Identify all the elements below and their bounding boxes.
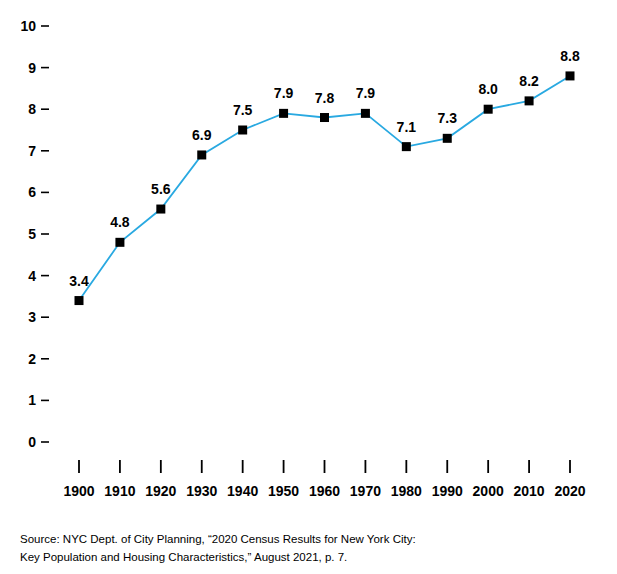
y-tick-label: 9 <box>28 60 36 76</box>
y-tick <box>41 108 49 110</box>
plot-area <box>75 71 575 305</box>
x-tick-label: 2020 <box>554 483 585 499</box>
x-tick-label: 1900 <box>63 483 94 499</box>
data-label: 7.8 <box>315 90 335 106</box>
data-label: 6.9 <box>192 127 212 143</box>
y-tick-label: 0 <box>28 434 36 450</box>
data-point <box>566 71 575 80</box>
data-point <box>238 126 247 135</box>
data-point <box>443 134 452 143</box>
x-tick <box>242 460 244 473</box>
y-tick-label: 8 <box>28 101 36 117</box>
y-tick-label: 6 <box>28 184 36 200</box>
y-tick <box>41 150 49 152</box>
data-label: 7.9 <box>356 85 376 101</box>
source-note: Source: NYC Dept. of City Planning, “202… <box>20 533 416 545</box>
x-tick <box>528 460 530 473</box>
y-tick <box>41 358 49 360</box>
x-tick-label: 1980 <box>391 483 422 499</box>
data-label: 7.9 <box>274 85 294 101</box>
chart-svg: 0 1 2 3 4 5 6 7 8 9 10 1900 1910 1920 1930 1940 1950 1960… <box>0 0 617 574</box>
data-label: 8.8 <box>560 48 580 64</box>
x-tick <box>405 460 407 473</box>
y-tick <box>41 400 49 402</box>
x-tick-label: 1970 <box>350 483 381 499</box>
x-tick <box>119 460 121 473</box>
y-tick <box>41 67 49 69</box>
y-tick-label: 3 <box>28 309 36 325</box>
source-note: Key Population and Housing Characteristi… <box>20 551 347 563</box>
x-tick-label: 1940 <box>227 483 258 499</box>
data-point <box>75 296 84 305</box>
x-tick <box>446 460 448 473</box>
y-tick-label: 1 <box>28 392 36 408</box>
y-tick <box>41 192 49 194</box>
chart-container: 0 1 2 3 4 5 6 7 8 9 10 1900 1910 1920 1930 1940 1950 1960… <box>0 0 617 574</box>
x-tick <box>365 460 367 473</box>
x-tick-label: 1960 <box>309 483 340 499</box>
x-tick <box>78 460 80 473</box>
x-tick-label: 1990 <box>432 483 463 499</box>
x-tick <box>283 460 285 473</box>
x-tick-label: 1930 <box>186 483 217 499</box>
data-label: 3.4 <box>69 273 89 289</box>
data-point <box>361 109 370 118</box>
data-label: 5.6 <box>151 181 171 197</box>
data-label: 8.0 <box>478 81 498 97</box>
x-tick-label: 1920 <box>145 483 176 499</box>
x-tick-label: 2000 <box>473 483 504 499</box>
data-line <box>79 76 570 301</box>
data-point <box>279 109 288 118</box>
x-tick <box>487 460 489 473</box>
data-point <box>402 142 411 151</box>
y-tick-label: 10 <box>20 18 36 34</box>
data-label: 4.8 <box>110 214 130 230</box>
y-tick-label: 2 <box>28 351 36 367</box>
x-tick <box>324 460 326 473</box>
x-tick <box>201 460 203 473</box>
data-label: 7.1 <box>397 119 417 135</box>
y-tick-label: 4 <box>28 268 36 284</box>
data-point <box>115 238 124 247</box>
data-point <box>525 96 534 105</box>
data-point <box>156 205 165 214</box>
y-tick-label: 7 <box>28 143 36 159</box>
data-point <box>484 105 493 114</box>
data-label: 8.2 <box>519 73 539 89</box>
x-tick-label: 1950 <box>268 483 299 499</box>
data-label: 7.3 <box>438 110 458 126</box>
y-tick <box>41 25 49 27</box>
data-point <box>197 150 206 159</box>
x-tick <box>160 460 162 473</box>
x-tick <box>569 460 571 473</box>
y-tick-label: 5 <box>28 226 36 242</box>
data-point <box>320 113 329 122</box>
x-tick-label: 2010 <box>514 483 545 499</box>
y-tick <box>41 441 49 443</box>
y-tick <box>41 233 49 235</box>
y-tick <box>41 275 49 277</box>
y-tick <box>41 316 49 318</box>
data-label: 7.5 <box>233 102 253 118</box>
x-tick-label: 1910 <box>104 483 135 499</box>
